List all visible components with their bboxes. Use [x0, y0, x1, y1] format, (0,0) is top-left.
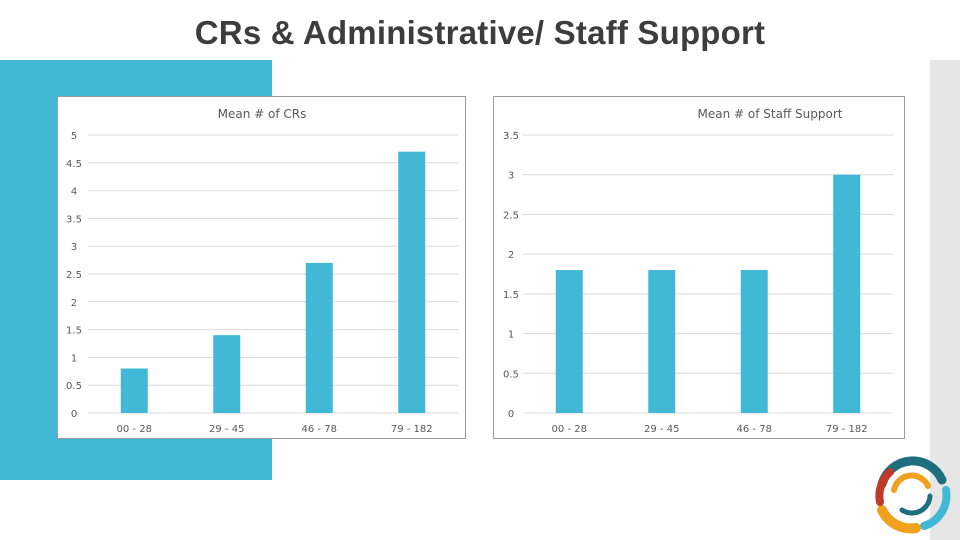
y-tick-label: 3.5	[66, 214, 82, 225]
bar	[740, 270, 768, 413]
bar	[398, 151, 426, 413]
bar	[213, 335, 241, 413]
x-tick-label: 79 - 182	[391, 424, 433, 435]
chart-staff-support-svg: Mean # of Staff Support 0 0.5 1 1.5 2 2.5 3 3.5 0…	[503, 107, 893, 435]
y-tick-label: 0.5	[66, 381, 82, 392]
y-tick-label: 2	[71, 298, 77, 309]
ring-logo-icon	[875, 456, 951, 534]
y-tick-label: 2.5	[503, 210, 519, 221]
y-tick-label: 1.5	[66, 326, 82, 337]
y-tick-label: 3	[508, 171, 514, 182]
y-tick-label: 4	[71, 187, 77, 198]
bar	[833, 174, 861, 413]
side-strip	[930, 60, 960, 540]
x-tick-label: 29 - 45	[644, 424, 679, 435]
chart-crs: Mean # of CRs 0 0.5 1 1.5 2 2.5 3 3.5 4 4.5 5 00 - 2…	[57, 96, 466, 439]
x-tick-label: 29 - 45	[209, 424, 244, 435]
x-tick-label: 46 - 78	[737, 424, 772, 435]
bar	[305, 262, 333, 413]
y-tick-label: 1.5	[503, 290, 519, 301]
y-tick-label: 1	[71, 353, 77, 364]
y-tick-label: 2	[508, 250, 514, 261]
y-tick-label: 2.5	[66, 270, 82, 281]
y-tick-label: 5	[71, 131, 77, 142]
y-tick-label: 0.5	[503, 369, 519, 380]
slide-title: CRs & Administrative/ Staff Support	[194, 14, 766, 51]
chart-title: Mean # of Staff Support	[698, 107, 843, 121]
x-tick-label: 79 - 182	[826, 424, 868, 435]
y-tick-label: 0	[71, 409, 77, 420]
x-tick-label: 46 - 78	[302, 424, 337, 435]
x-tick-label: 00 - 28	[552, 424, 587, 435]
chart-crs-svg: Mean # of CRs 0 0.5 1 1.5 2 2.5 3 3.5 4 4.5 5 00 - 2…	[66, 107, 458, 435]
chart-staff-support: Mean # of Staff Support 0 0.5 1 1.5 2 2.5 3 3.5 0…	[493, 96, 905, 439]
y-tick-label: 4.5	[66, 159, 82, 170]
bar	[555, 270, 583, 413]
x-tick-label: 00 - 28	[117, 424, 152, 435]
y-tick-label: 1	[508, 330, 514, 341]
y-tick-label: 3.5	[503, 131, 519, 142]
bar	[648, 270, 676, 413]
bar	[120, 368, 148, 413]
y-tick-label: 3	[71, 242, 77, 253]
chart-title: Mean # of CRs	[218, 107, 307, 121]
y-tick-label: 0	[508, 409, 514, 420]
